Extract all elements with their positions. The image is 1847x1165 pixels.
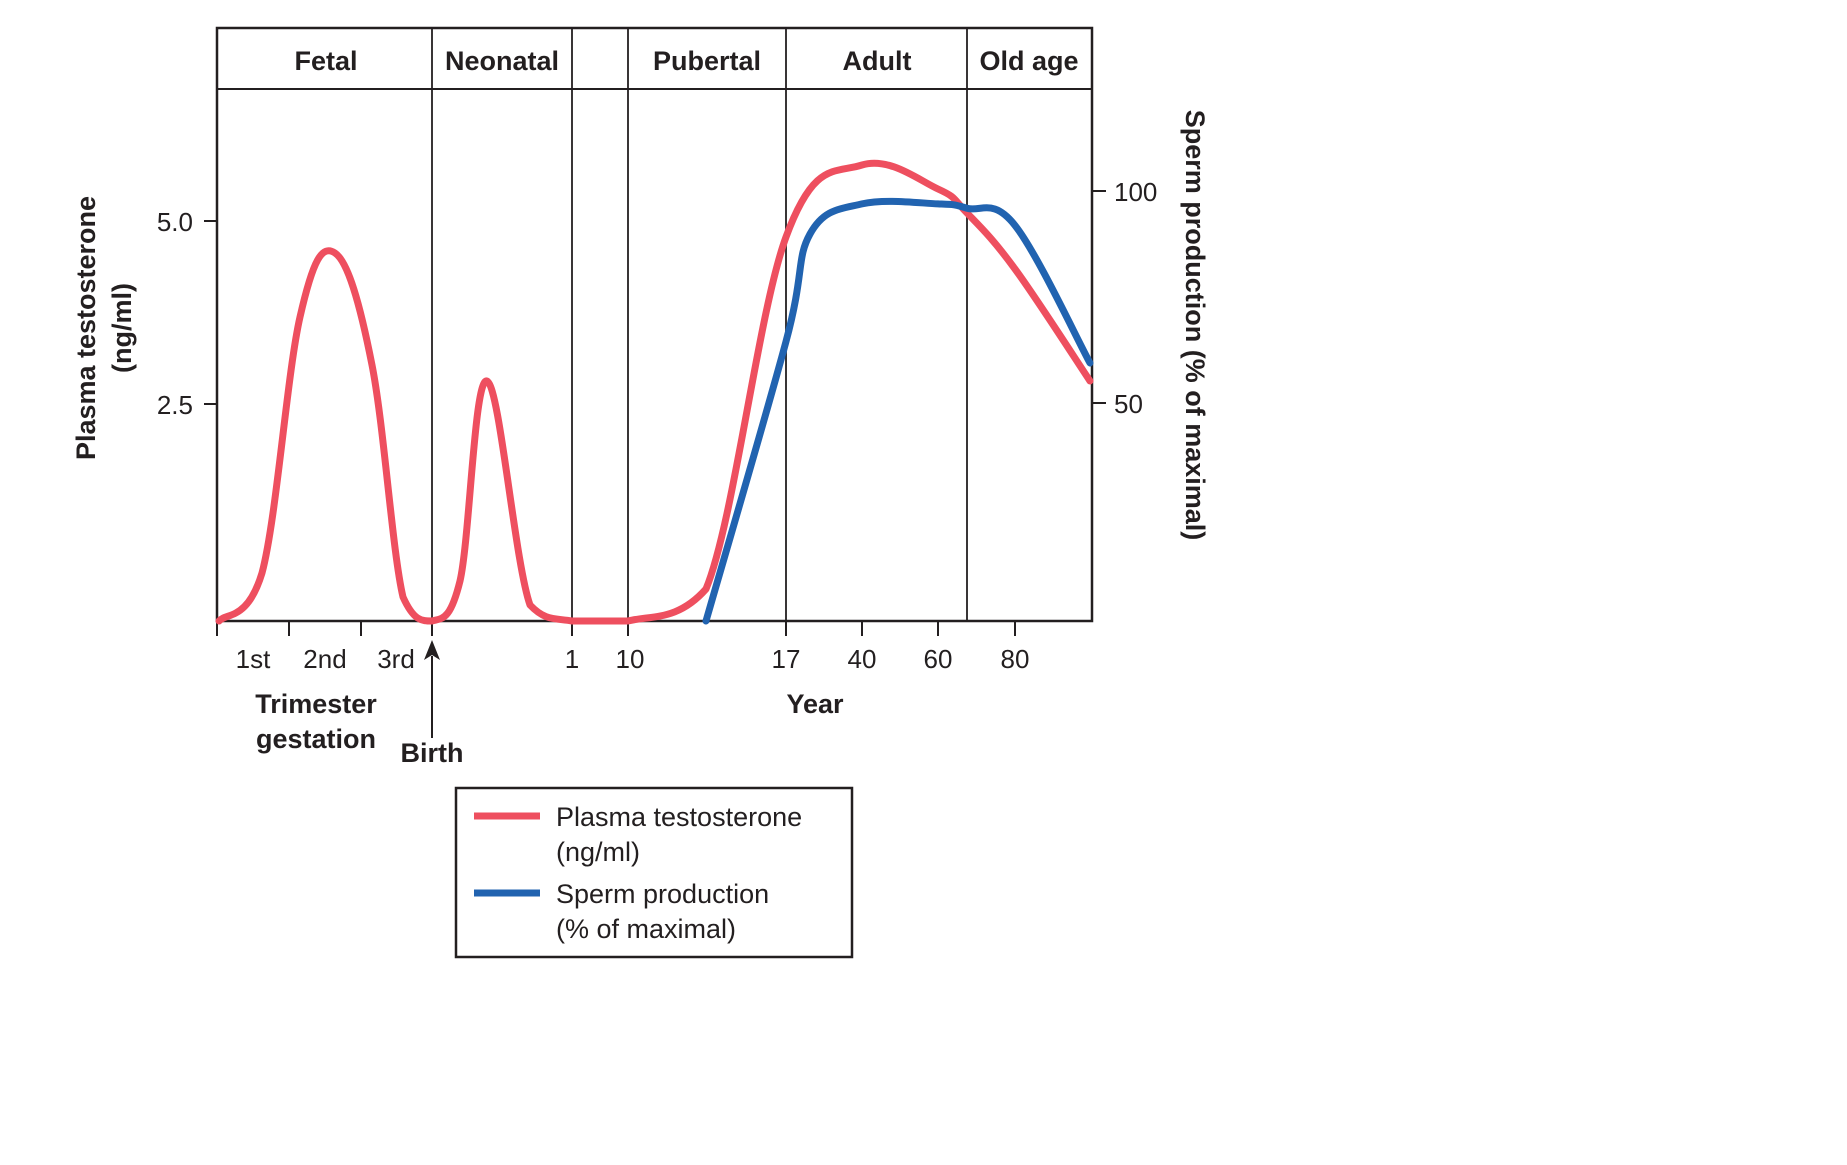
x-label-year: Year	[786, 689, 844, 719]
birth-arrow-head	[424, 640, 440, 660]
phase-label-fetal: Fetal	[294, 46, 357, 76]
legend-label-sperm-line1: Sperm production	[556, 879, 769, 909]
x-label-trimester-line1: Trimester	[255, 689, 377, 719]
phase-label-pubertal: Pubertal	[653, 46, 761, 76]
phase-label-adult: Adult	[843, 46, 912, 76]
x-tick-label-1: 1	[565, 644, 579, 674]
legend-label-sperm-line2: (% of maximal)	[556, 914, 736, 944]
x-tick-label-17: 17	[772, 644, 801, 674]
phase-label-old-age: Old age	[979, 46, 1078, 76]
legend-box	[454, 786, 854, 959]
x-label-trimester-line2: gestation	[256, 724, 376, 754]
plot-frame	[215, 26, 1094, 623]
phase-dividers	[431, 28, 968, 621]
x-tick-label-1st: 1st	[236, 644, 271, 674]
x-tick-label-60: 60	[924, 644, 953, 674]
x-tick-label-3rd: 3rd	[377, 644, 415, 674]
right-tick-label-100: 100	[1114, 177, 1157, 207]
x-tick-label-2nd: 2nd	[303, 644, 346, 674]
left-axis-ticks	[204, 220, 217, 405]
left-tick-label-2.5: 2.5	[157, 390, 193, 420]
right-tick-label-50: 50	[1114, 389, 1143, 419]
legend-label-testosterone-line1: Plasma testosterone	[556, 802, 802, 832]
x-tick-label-10: 10	[616, 644, 645, 674]
legend-label-testosterone-line2: (ng/ml)	[556, 837, 640, 867]
x-tick-label-80: 80	[1001, 644, 1030, 674]
phase-label-neonatal: Neonatal	[445, 46, 559, 76]
right-axis-ticks	[1092, 190, 1106, 404]
series-plasma-testosterone-line	[215, 159, 1094, 625]
right-axis-title: Sperm production (% of maximal)	[1180, 110, 1210, 541]
x-tick-label-40: 40	[848, 644, 877, 674]
left-axis-title-line1: Plasma testosterone	[71, 196, 101, 460]
series-sperm-production-line	[702, 197, 1094, 625]
left-tick-label-5: 5.0	[157, 207, 193, 237]
left-axis-title-line2: (ng/ml)	[107, 283, 137, 373]
x-label-birth: Birth	[401, 738, 464, 768]
